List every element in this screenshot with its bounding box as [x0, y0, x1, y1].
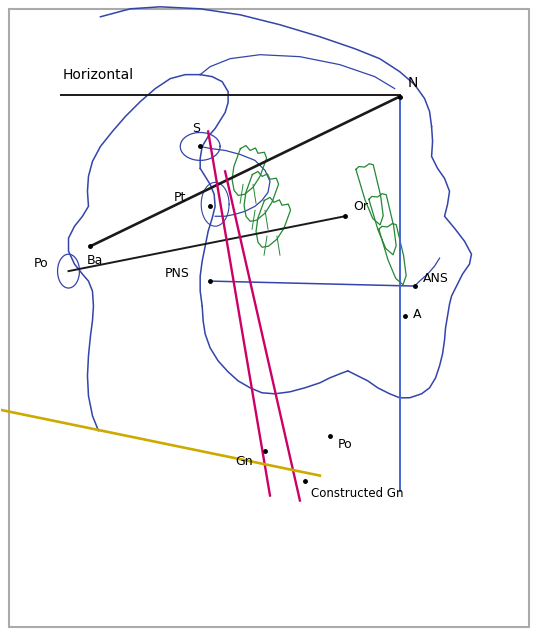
- Text: Or: Or: [353, 200, 368, 213]
- Text: Ba: Ba: [87, 254, 103, 267]
- Text: Pt: Pt: [174, 191, 187, 204]
- Text: N: N: [408, 76, 418, 90]
- Text: Constructed Gn: Constructed Gn: [311, 487, 404, 499]
- Text: ANS: ANS: [423, 272, 449, 285]
- Text: Po: Po: [338, 438, 352, 451]
- Text: S: S: [192, 123, 200, 135]
- Text: Horizontal: Horizontal: [62, 67, 133, 81]
- Text: Gn: Gn: [235, 455, 253, 467]
- Text: PNS: PNS: [164, 267, 189, 280]
- Text: Po: Po: [33, 257, 48, 270]
- Text: A: A: [413, 308, 421, 321]
